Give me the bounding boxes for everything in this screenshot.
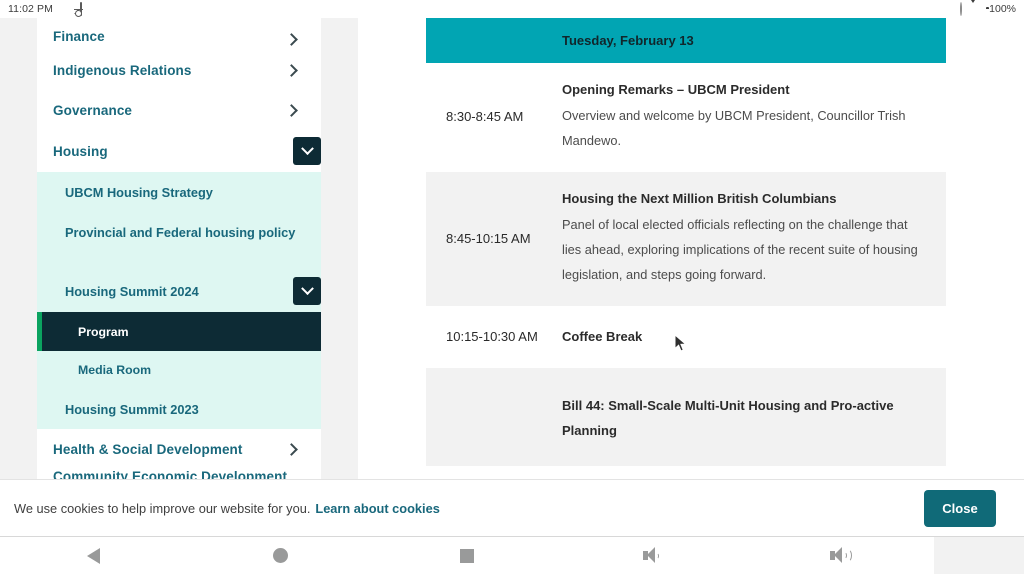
sidebar-item-label: Indigenous Relations bbox=[53, 62, 192, 78]
sidebar-item-label: Housing bbox=[53, 143, 108, 159]
nav-volume-up-button[interactable] bbox=[747, 537, 934, 574]
sidebar-item-label: Governance bbox=[53, 102, 133, 118]
cookie-consent-banner: We use cookies to help improve our websi… bbox=[0, 479, 1024, 536]
chevron-right-icon bbox=[285, 103, 298, 117]
sidebar-item-housing[interactable]: Housing bbox=[37, 130, 321, 172]
chevron-right-icon bbox=[285, 63, 298, 77]
android-nav-bar bbox=[0, 536, 1024, 574]
battery-percent-label: 100% bbox=[989, 3, 1016, 15]
nav-bar-filler bbox=[933, 537, 1024, 574]
table-row: Bill 44: Small-Scale Multi-Unit Housing … bbox=[426, 368, 946, 466]
mouse-cursor bbox=[674, 334, 687, 352]
sidebar-group-top: Finance Indigenous Relations Governance … bbox=[37, 18, 321, 172]
status-clock: 11:02 PM bbox=[8, 3, 53, 15]
sidebar-item-finance[interactable]: Finance bbox=[37, 18, 321, 50]
session-time: 10:15-10:30 AM bbox=[446, 328, 538, 344]
sidebar-item-label: Community Economic Development bbox=[53, 469, 288, 479]
sidebar-item-ubcm-housing-strategy[interactable]: UBCM Housing Strategy bbox=[37, 172, 321, 212]
chevron-down-icon[interactable] bbox=[293, 137, 321, 165]
close-button[interactable]: Close bbox=[924, 489, 996, 527]
session-title: Housing the Next Million British Columbi… bbox=[562, 191, 837, 207]
volume-up-icon bbox=[829, 547, 852, 564]
recents-icon bbox=[459, 548, 474, 563]
table-row: 8:30-8:45 AM Opening Remarks – UBCM Pres… bbox=[426, 63, 946, 172]
session-body: Bill 44: Small-Scale Multi-Unit Housing … bbox=[562, 368, 946, 465]
session-title: Bill 44: Small-Scale Multi-Unit Housing … bbox=[562, 398, 894, 438]
nav-home-button[interactable] bbox=[187, 537, 374, 574]
status-system-icons: 100% bbox=[960, 0, 1016, 16]
back-icon bbox=[86, 547, 100, 564]
session-body: Opening Remarks – UBCM President Overvie… bbox=[562, 63, 946, 172]
nav-back-button[interactable] bbox=[0, 537, 187, 574]
sidebar-item-provincial-federal-housing-policy[interactable]: Provincial and Federal housing policy bbox=[37, 212, 321, 270]
learn-about-cookies-link[interactable]: Learn about cookies bbox=[315, 500, 440, 516]
sidebar-item-housing-summit-2023[interactable]: Housing Summit 2023 bbox=[37, 389, 321, 429]
session-time: 8:45-10:15 AM bbox=[446, 230, 531, 246]
sidebar-item-media-room[interactable]: Media Room bbox=[37, 351, 321, 389]
sidebar-item-label: Health & Social Development bbox=[53, 441, 243, 457]
sidebar-item-label: Provincial and Federal housing policy bbox=[65, 225, 296, 240]
day-header: Tuesday, February 13 bbox=[426, 18, 946, 63]
sidebar-item-label: Finance bbox=[53, 29, 105, 44]
session-body: Housing the Next Million British Columbi… bbox=[562, 172, 946, 306]
cookie-banner-text: We use cookies to help improve our websi… bbox=[14, 500, 311, 516]
sidebar-item-label: Program bbox=[78, 324, 129, 339]
table-row: 8:45-10:15 AM Housing the Next Million B… bbox=[426, 172, 946, 307]
home-icon bbox=[272, 548, 288, 563]
sidebar-item-health-social-development[interactable]: Health & Social Development bbox=[37, 429, 321, 469]
nav-volume-down-button[interactable] bbox=[560, 537, 747, 574]
sidebar-item-indigenous-relations[interactable]: Indigenous Relations bbox=[37, 50, 321, 90]
session-title: Coffee Break bbox=[562, 329, 643, 345]
table-row: 10:15-10:30 AM Coffee Break bbox=[426, 306, 946, 368]
sidebar-item-program[interactable]: Program bbox=[37, 312, 321, 351]
sidebar-item-label: Media Room bbox=[78, 363, 152, 377]
session-description: Panel of local elected officials reflect… bbox=[562, 217, 918, 283]
session-body: Coffee Break bbox=[562, 306, 946, 368]
nav-recents-button[interactable] bbox=[374, 537, 561, 574]
sidebar-item-label: Housing Summit 2024 bbox=[65, 283, 199, 299]
sidebar-item-label: UBCM Housing Strategy bbox=[65, 184, 213, 200]
android-status-bar: 11:02 PM 100% bbox=[0, 0, 1024, 18]
browser-viewport: Finance Indigenous Relations Governance … bbox=[0, 18, 1024, 479]
session-description: Overview and welcome by UBCM President, … bbox=[562, 108, 906, 149]
sidebar-item-governance[interactable]: Governance bbox=[37, 90, 321, 130]
sidebar-item-community-economic-development[interactable]: Community Economic Development bbox=[37, 469, 321, 479]
chevron-right-icon bbox=[285, 33, 298, 46]
session-time: 8:30-8:45 AM bbox=[446, 109, 524, 125]
sidebar-item-label: Housing Summit 2023 bbox=[65, 401, 199, 417]
volume-down-icon bbox=[642, 547, 665, 564]
day-header-label: Tuesday, February 13 bbox=[562, 33, 694, 48]
site-sidebar-nav: Finance Indigenous Relations Governance … bbox=[37, 18, 321, 479]
sidebar-subpanel-housing: UBCM Housing Strategy Provincial and Fed… bbox=[37, 172, 321, 429]
sidebar-item-housing-summit-2024[interactable]: Housing Summit 2024 bbox=[37, 270, 321, 312]
session-title: Opening Remarks – UBCM President bbox=[562, 82, 790, 97]
program-schedule-main: Tuesday, February 13 8:30-8:45 AM Openin… bbox=[358, 18, 1024, 479]
session-time bbox=[426, 368, 562, 465]
chevron-right-icon bbox=[285, 442, 298, 456]
sidebar-group-bottom: Health & Social Development Community Ec… bbox=[37, 429, 321, 479]
chevron-down-icon[interactable] bbox=[293, 277, 321, 305]
